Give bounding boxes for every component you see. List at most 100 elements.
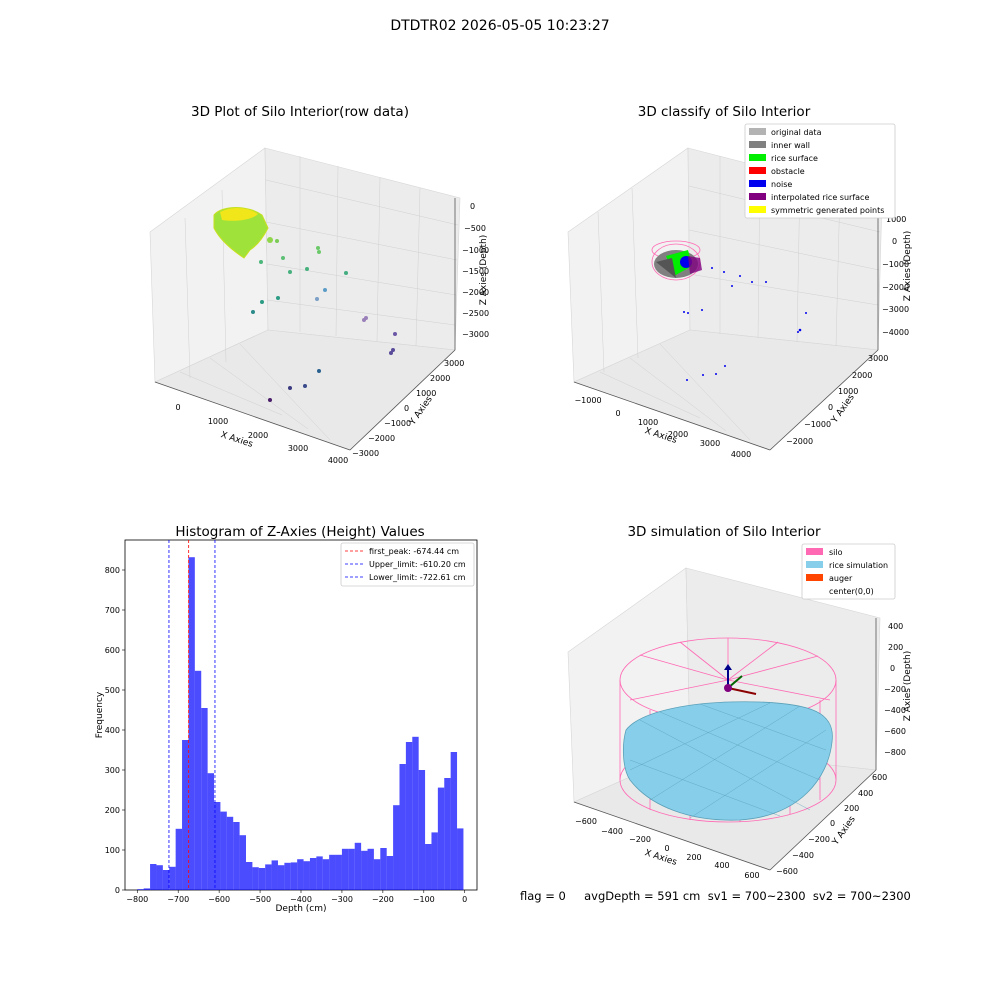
histogram-bar xyxy=(143,888,151,890)
histogram-bar xyxy=(405,742,413,890)
classify-noise-points xyxy=(683,267,807,381)
histogram-bar xyxy=(431,832,438,890)
histogram-bar xyxy=(341,848,349,890)
raw-z-axis-label: Z Axies (Depth) xyxy=(479,235,489,306)
legend-label: interpolated rice surface xyxy=(771,193,869,202)
histogram-bar xyxy=(188,557,195,890)
raw-z-ticks: 0 −500 −1000 −1500 −2000 −2500 −3000 xyxy=(462,202,489,339)
histogram-bar xyxy=(437,787,445,890)
legend-label: auger xyxy=(829,574,853,583)
histogram-bar xyxy=(265,864,272,890)
classify-y-axis-label: Y Axies xyxy=(829,392,857,425)
raw-y-axis-label: Y Axies xyxy=(407,394,435,427)
histogram-bar xyxy=(399,764,406,890)
x-tick-label: 4000 xyxy=(328,456,348,465)
x-tick-label: −200 xyxy=(372,895,394,904)
legend-label: first_peak: -674.44 cm xyxy=(369,547,459,556)
classify-x-ticks: −1000 0 1000 2000 3000 4000 xyxy=(574,396,751,459)
y-tick-label: 400 xyxy=(858,789,873,798)
histogram-bar xyxy=(309,858,317,890)
histogram-bar xyxy=(361,850,368,890)
histogram-bars xyxy=(137,557,464,890)
y-tick-label: −2000 xyxy=(786,437,813,446)
histogram-bar xyxy=(316,856,323,890)
histogram-bar xyxy=(367,848,374,890)
x-tick-label: 1000 xyxy=(208,417,228,426)
classify-silo-cluster xyxy=(651,240,702,281)
legend-label: symmetric generated points xyxy=(771,206,884,215)
z-tick-label: −500 xyxy=(464,224,486,233)
raw-scattered-points xyxy=(251,246,397,402)
classify-z-ticks: 1000 0 −1000 −2000 −3000 −4000 xyxy=(882,215,909,337)
x-tick-label: −800 xyxy=(126,895,148,904)
histogram-x-ticks: −800 −700 −600 −500 −400 −300 −200 −100 0 xyxy=(126,890,467,904)
histogram-bar xyxy=(258,868,266,890)
histogram-bar xyxy=(386,856,394,890)
histogram-bar xyxy=(354,842,362,890)
y-tick-label: 600 xyxy=(105,646,120,655)
x-tick-label: 3000 xyxy=(288,444,308,453)
histogram-bar xyxy=(214,802,221,890)
z-tick-label: −400 xyxy=(884,706,906,715)
y-tick-label: 1000 xyxy=(416,389,436,398)
z-tick-label: −600 xyxy=(884,727,906,736)
histogram-bar xyxy=(290,862,298,890)
histogram-bar xyxy=(303,861,310,890)
histogram-legend: first_peak: -674.44 cm Upper_limit: -610.… xyxy=(340,542,475,587)
raw-x-ticks: 0 1000 2000 3000 4000 xyxy=(175,403,348,465)
x-tick-label: 0 xyxy=(615,409,620,418)
histogram-bar xyxy=(297,859,304,890)
histogram-bar xyxy=(175,828,183,890)
histogram-threshold-lines xyxy=(168,540,216,890)
x-tick-label: 0 xyxy=(462,895,467,904)
x-tick-label: 600 xyxy=(744,871,759,880)
histogram-x-axis-label: Depth (cm) xyxy=(275,904,326,914)
y-tick-label: −1000 xyxy=(384,419,411,428)
histogram-bar xyxy=(412,736,419,890)
legend-label: rice simulation xyxy=(829,561,888,570)
legend-swatch xyxy=(806,548,823,555)
histogram-bar xyxy=(194,670,202,890)
y-tick-label: −3000 xyxy=(352,449,379,458)
classify-y-ticks: 3000 2000 1000 0 −1000 −2000 xyxy=(786,354,888,446)
x-tick-label: 0 xyxy=(175,403,180,412)
histogram-bar xyxy=(207,773,215,890)
histogram-bar xyxy=(444,778,451,890)
x-tick-label: −1000 xyxy=(574,396,601,405)
z-tick-label: 0 xyxy=(890,664,895,673)
simulation-y-ticks: 600 400 200 0 −200 −400 −600 xyxy=(776,773,887,876)
legend-swatch xyxy=(749,141,766,148)
y-tick-label: −400 xyxy=(792,851,814,860)
legend-label: inner wall xyxy=(771,141,810,150)
histogram-bar xyxy=(226,816,234,890)
histogram-bar xyxy=(329,854,336,890)
legend-label: obstacle xyxy=(771,167,805,176)
z-tick-label: −1000 xyxy=(882,260,909,269)
y-tick-label: 300 xyxy=(105,766,120,775)
histogram-bar xyxy=(233,822,240,890)
z-tick-label: −800 xyxy=(884,748,906,757)
histogram-bar xyxy=(271,860,278,890)
z-tick-label: −1000 xyxy=(462,246,489,255)
y-tick-label: −2000 xyxy=(368,434,395,443)
histogram-bar xyxy=(284,862,291,890)
legend-swatch xyxy=(749,128,766,135)
z-tick-label: 0 xyxy=(470,202,475,211)
legend-label: silo xyxy=(829,548,843,557)
legend-label: original data xyxy=(771,128,822,137)
y-tick-label: 1000 xyxy=(838,387,858,396)
histogram-bar xyxy=(220,811,227,890)
histogram-bar xyxy=(156,865,163,890)
histogram-bar xyxy=(277,865,285,890)
classify-3d-plot: −1000 0 1000 2000 3000 4000 3000 2000 10… xyxy=(567,123,913,459)
x-tick-label: 2000 xyxy=(248,431,268,440)
z-tick-label: −3000 xyxy=(882,305,909,314)
x-tick-label: −200 xyxy=(629,835,651,844)
legend-label: center(0,0) xyxy=(829,587,874,596)
legend-swatch xyxy=(749,180,766,187)
histogram-y-ticks: 0 100 200 300 400 500 600 700 800 xyxy=(105,566,125,895)
y-tick-label: 0 xyxy=(115,886,120,895)
legend-label: noise xyxy=(771,180,792,189)
simulation-x-axis-label: X Axies xyxy=(643,848,678,868)
